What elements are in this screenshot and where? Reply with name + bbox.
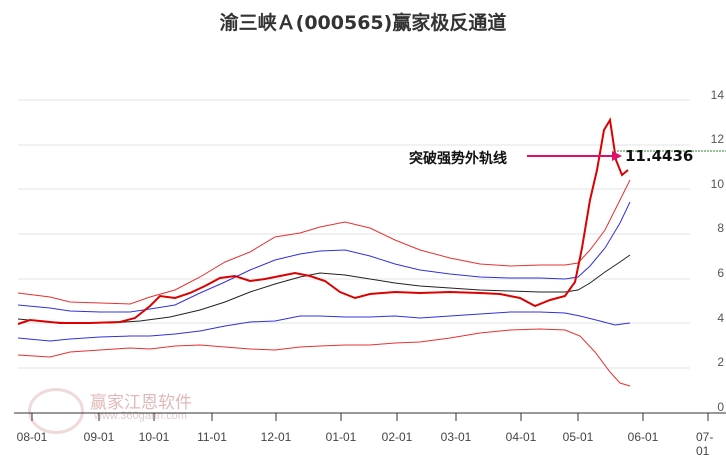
y-tick-10: 10 [710, 177, 724, 191]
middle-band [17, 254, 631, 324]
y-tick-4: 4 [717, 311, 724, 325]
arrow-head-icon [612, 151, 622, 161]
outer-upper-band [17, 179, 631, 305]
price-candles [17, 117, 629, 325]
watermark-text: 赢家江恩软件 [90, 393, 192, 413]
y-tick-8: 8 [717, 221, 724, 235]
annotation-label: 突破强势外轨线 [409, 151, 507, 167]
y-tick-2: 2 [717, 355, 724, 369]
x-tick: 06-01 [627, 430, 659, 444]
x-tick: 07-01 [696, 430, 714, 458]
x-tick: 10-01 [138, 430, 170, 444]
y-tick-14: 14 [710, 88, 724, 102]
x-tick: 02-01 [381, 430, 413, 444]
watermark-logo-icon [28, 388, 84, 434]
x-tick: 03-01 [440, 430, 472, 444]
inner-lower-band [17, 311, 631, 342]
outer-lower-band [17, 328, 631, 387]
x-tick: 01-01 [325, 430, 357, 444]
y-tick-12: 12 [710, 132, 724, 146]
x-tick: 11-01 [197, 430, 227, 444]
x-tick: 12-01 [260, 430, 292, 444]
x-tick: 08-01 [16, 430, 48, 444]
x-tick: 05-01 [562, 430, 594, 444]
inner-upper-band [17, 201, 631, 313]
y-tick-6: 6 [717, 266, 724, 280]
annotation-value: 11.4436 [625, 147, 694, 165]
x-tick: 09-01 [83, 430, 115, 444]
y-tick-0: 0 [717, 400, 724, 414]
chart-title: 渝三峡Ａ(000565)赢家极反通道 [219, 12, 507, 34]
x-tick: 04-01 [505, 430, 537, 444]
